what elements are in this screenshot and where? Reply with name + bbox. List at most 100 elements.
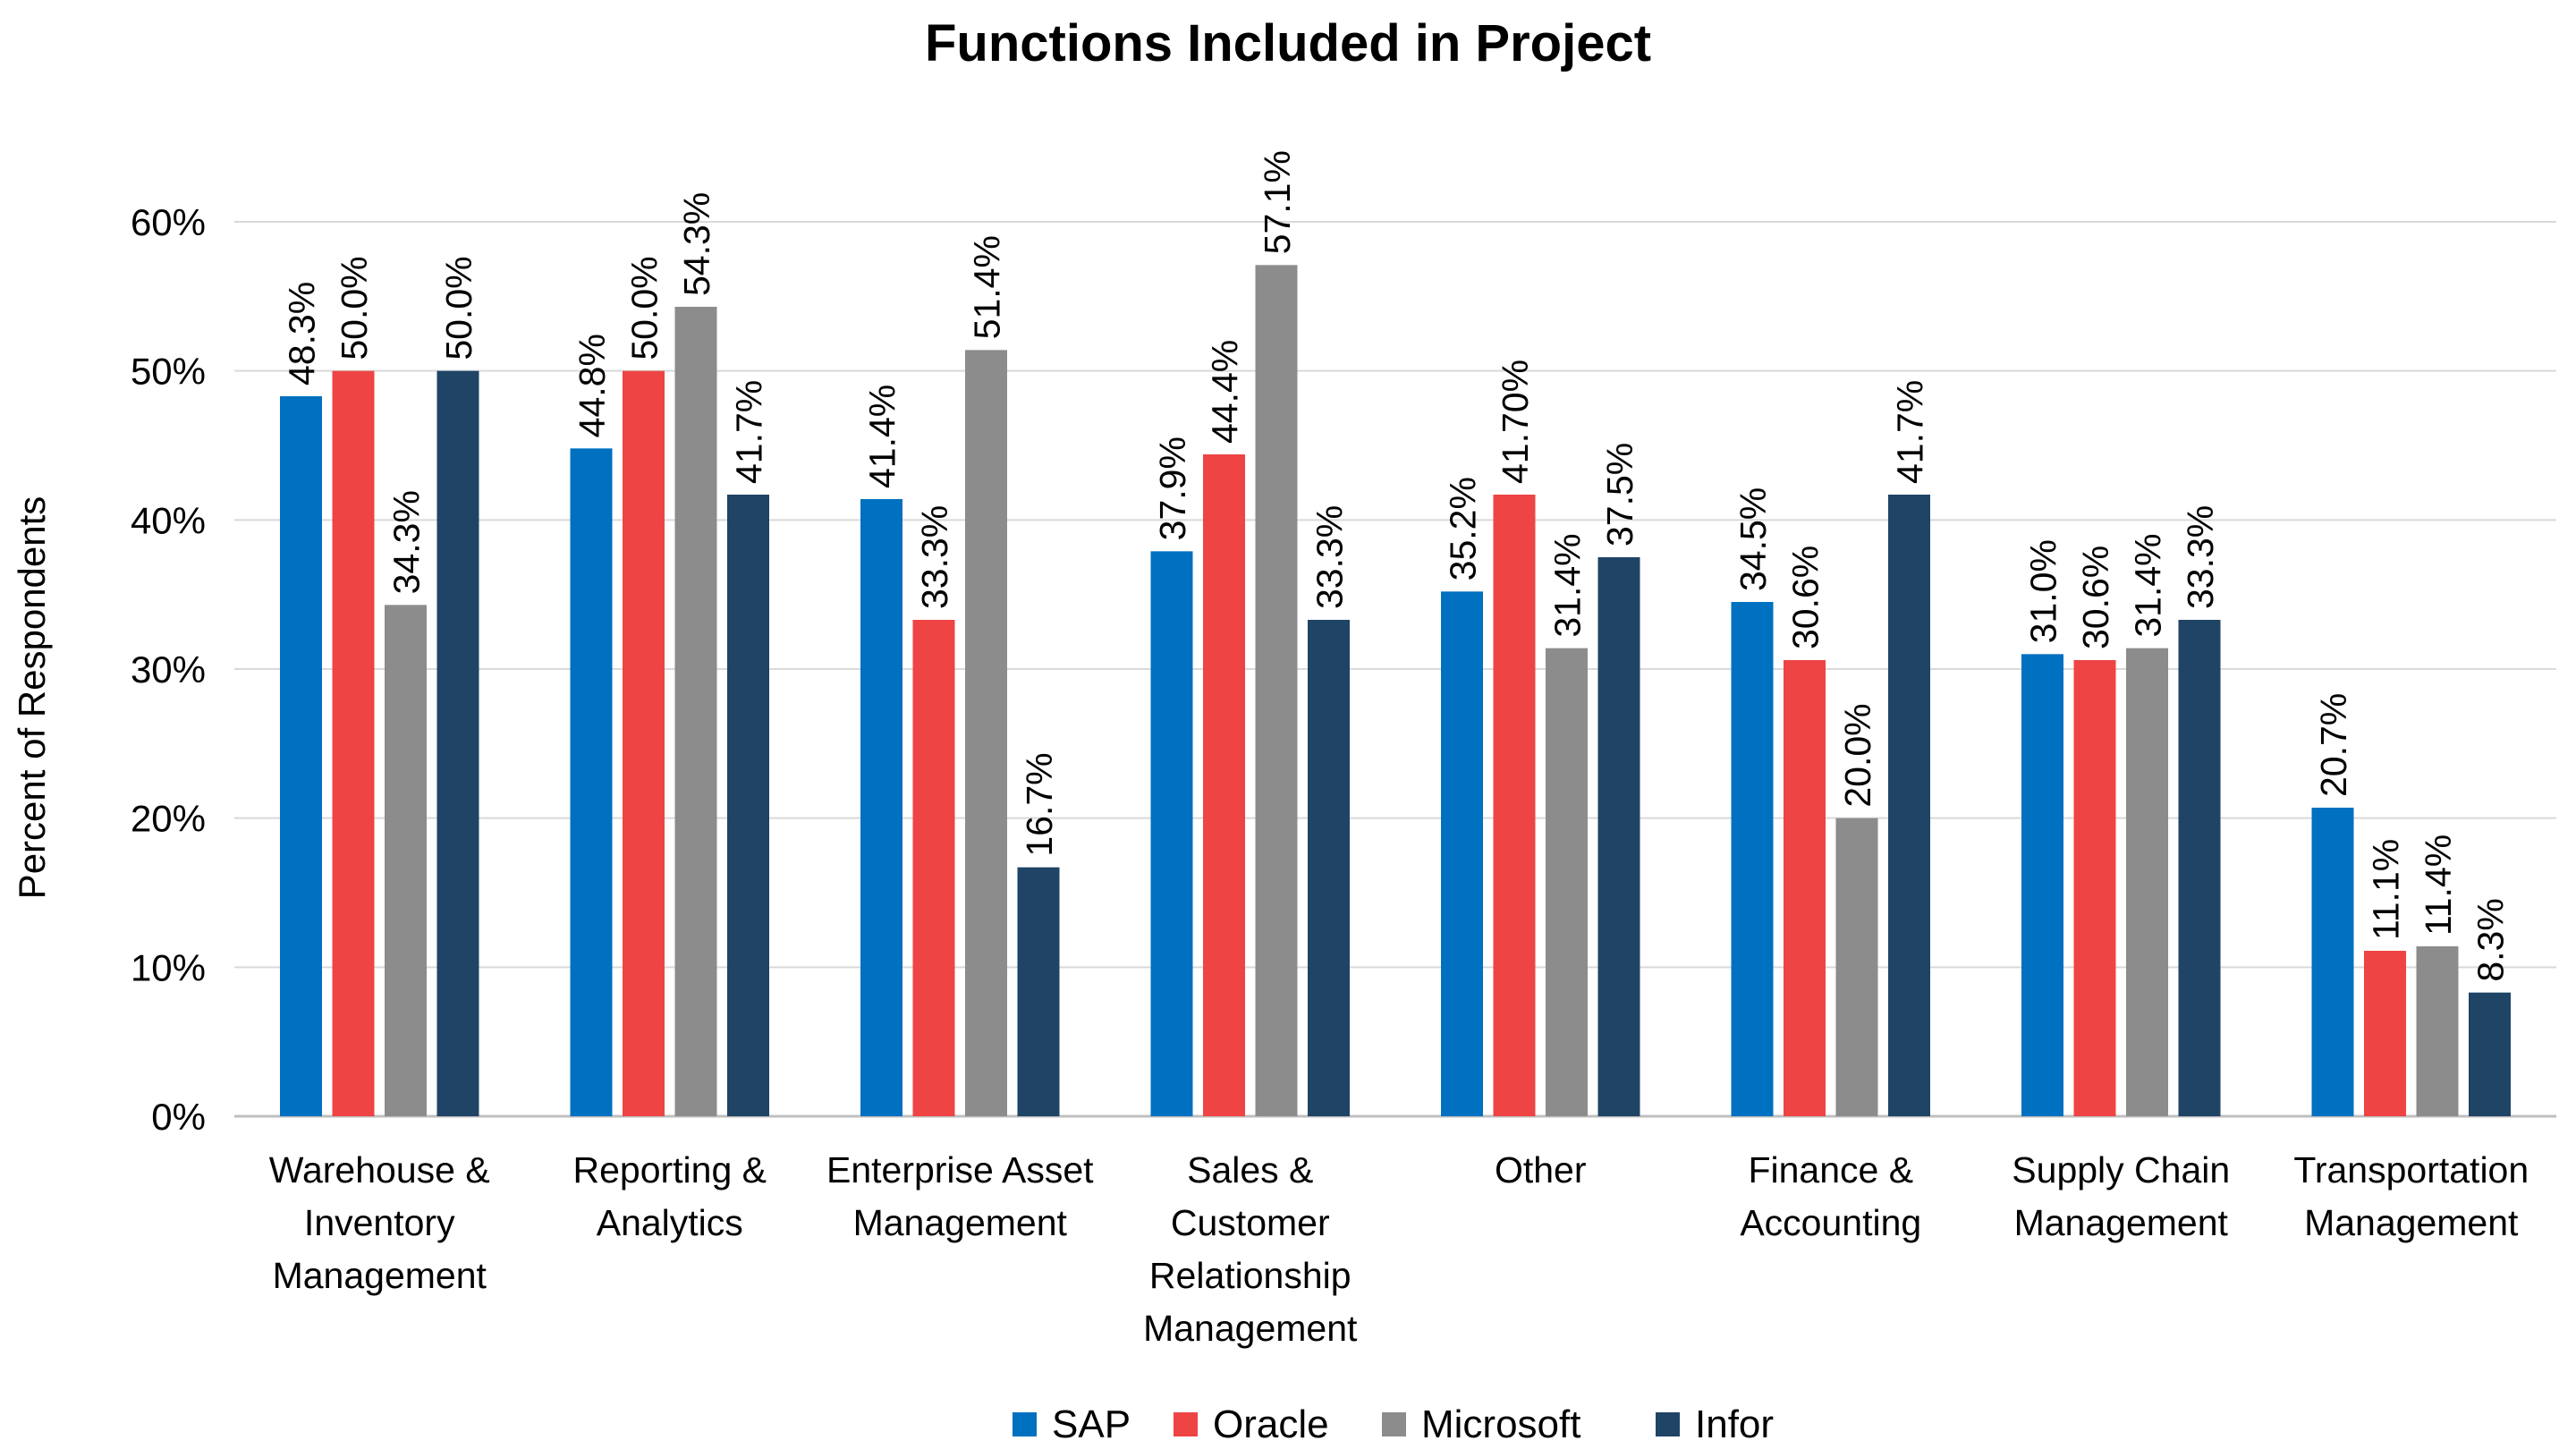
data-label: 20.7% — [2313, 693, 2354, 797]
data-label: 41.70% — [1495, 360, 1536, 484]
x-tick-label: Relationship — [1149, 1255, 1352, 1296]
data-label: 50.0% — [334, 256, 375, 360]
x-tick-label: Customer — [1171, 1202, 1330, 1243]
bar — [570, 448, 613, 1116]
bar — [2126, 648, 2168, 1116]
bar — [1255, 265, 1298, 1116]
bar — [2178, 620, 2221, 1116]
legend-label: Microsoft — [1421, 1402, 1580, 1446]
bar — [1441, 591, 1483, 1116]
y-tick-label: 50% — [131, 351, 206, 393]
x-tick-label: Analytics — [597, 1202, 743, 1243]
gridlines — [234, 221, 2556, 1118]
bar — [965, 350, 1007, 1116]
y-tick-label: 0% — [151, 1096, 206, 1138]
y-tick-label: 30% — [131, 648, 206, 691]
bar — [436, 370, 479, 1117]
x-tick-label: Enterprise Asset — [826, 1149, 1094, 1191]
bar — [1835, 818, 1878, 1116]
bar — [280, 396, 322, 1116]
data-label: 51.4% — [967, 235, 1008, 339]
data-label: 37.9% — [1152, 436, 1193, 540]
bar — [1493, 495, 1536, 1116]
bar — [2073, 660, 2116, 1116]
bar — [860, 499, 902, 1116]
data-label: 37.5% — [1599, 443, 1640, 547]
bars — [280, 265, 2511, 1117]
y-tick-label: 60% — [131, 201, 206, 243]
data-label: 20.0% — [1837, 703, 1878, 807]
data-label: 30.6% — [1785, 546, 1826, 649]
data-label: 8.3% — [2470, 898, 2512, 981]
x-tick-label: Management — [2304, 1202, 2519, 1243]
x-axis-categories: Warehouse & Inventory Management Reporting … — [269, 1149, 2529, 1349]
data-label: 41.4% — [862, 385, 903, 488]
legend-swatch — [1656, 1412, 1680, 1436]
bar — [1784, 660, 1826, 1116]
bar — [2364, 951, 2406, 1116]
legend-swatch — [1382, 1412, 1406, 1436]
x-tick-label: Management — [2014, 1202, 2229, 1243]
bar — [1546, 648, 1588, 1116]
y-tick-label: 10% — [131, 946, 206, 988]
data-labels: 48.3% 50.0% 34.3% 50.0% 44.8% 50.0% 54.3% 41.7%… — [282, 150, 2512, 982]
data-label: 31.4% — [1547, 533, 1589, 637]
x-tick-label: Management — [853, 1202, 1068, 1243]
bar — [1203, 454, 1245, 1116]
bar — [385, 605, 427, 1116]
data-label: 30.6% — [2075, 546, 2116, 649]
data-label: 33.3% — [914, 505, 955, 609]
data-label: 50.0% — [438, 256, 479, 360]
data-label: 41.7% — [1890, 380, 1931, 484]
bar — [1731, 602, 1774, 1116]
y-axis-ticks: 0% 10% 20% 30% 40% 50% 60% — [131, 201, 206, 1138]
data-label: 44.8% — [572, 334, 613, 437]
data-label: 48.3% — [282, 282, 323, 386]
data-label: 35.2% — [1443, 477, 1484, 580]
y-axis-label: Percent of Respondents — [11, 496, 53, 900]
data-label: 50.0% — [624, 256, 665, 360]
legend-label: SAP — [1052, 1402, 1131, 1446]
x-tick-label: Accounting — [1740, 1202, 1921, 1243]
data-label: 11.1% — [2366, 839, 2407, 940]
data-label: 44.4% — [1205, 340, 1246, 444]
bar — [727, 495, 769, 1116]
data-label: 11.4% — [2418, 835, 2459, 936]
data-label: 31.4% — [2128, 533, 2169, 637]
x-tick-label: Warehouse & — [269, 1149, 490, 1191]
legend-swatch — [1174, 1412, 1198, 1436]
bar — [1308, 620, 1350, 1116]
chart-title: Functions Included in Project — [925, 14, 1651, 72]
x-tick-label: Sales & — [1187, 1149, 1313, 1191]
legend-label: Oracle — [1213, 1402, 1329, 1446]
x-tick-label: Supply Chain — [2012, 1149, 2230, 1191]
bar — [2416, 946, 2459, 1116]
legend-swatch — [1013, 1412, 1037, 1436]
bar — [1017, 867, 1060, 1116]
bar — [1888, 495, 1930, 1116]
legend-label: Infor — [1695, 1402, 1774, 1446]
data-label: 34.3% — [386, 490, 428, 594]
bar — [1597, 557, 1640, 1116]
bar — [912, 620, 955, 1116]
x-tick-label: Management — [1143, 1308, 1358, 1349]
bar — [2021, 654, 2063, 1116]
data-label: 31.0% — [2023, 539, 2064, 643]
bar — [332, 370, 375, 1117]
data-label: 16.7% — [1019, 752, 1060, 856]
bar — [1150, 551, 1193, 1116]
x-tick-label: Other — [1495, 1149, 1587, 1191]
y-tick-label: 40% — [131, 499, 206, 541]
data-label: 33.3% — [2180, 505, 2221, 609]
data-label: 34.5% — [1733, 487, 1774, 591]
legend: SAP Oracle Microsoft Infor — [1013, 1402, 1774, 1446]
data-label: 57.1% — [1257, 150, 1298, 254]
bar — [2469, 992, 2511, 1116]
x-tick-label: Inventory — [304, 1202, 455, 1243]
bar — [2311, 808, 2354, 1116]
bar — [623, 370, 665, 1117]
x-tick-label: Reporting & — [572, 1149, 767, 1191]
x-tick-label: Transportation — [2293, 1149, 2529, 1191]
y-tick-label: 20% — [131, 798, 206, 840]
